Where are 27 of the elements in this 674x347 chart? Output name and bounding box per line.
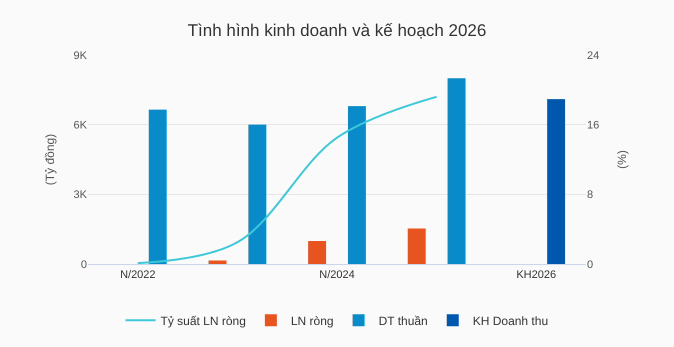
bar [208,260,226,264]
y-axis-title: (Tỷ đồng) [43,134,57,186]
x-tick-label: KH2026 [516,269,556,282]
x-tick-label: N/2024 [319,269,355,282]
y2-axis-title: (%) [615,150,629,169]
y-tick-label: 0 [80,258,87,271]
y2-tick-label: 8 [587,189,594,202]
chart-title: Tình hình kinh doanh và kế hoạch 2026 [188,21,486,40]
y2-tick-label: 16 [587,120,600,132]
line-series [136,96,438,264]
legend-label: LN ròng [290,314,334,328]
legend-label: DT thuần [378,314,428,328]
bar [248,124,266,264]
bar [547,99,566,264]
y2-tick-label: 0 [587,258,594,271]
bar [448,78,466,264]
y2-tick-label: 24 [587,50,600,62]
x-tick-label: N/2022 [120,269,156,282]
y-tick-label: 9K [74,50,88,62]
y-tick-label: 6K [74,120,88,132]
legend-label: KH Doanh thu [472,314,548,328]
legend-label: Tỷ suất LN ròng [160,314,246,328]
bar [408,228,426,264]
bar [308,241,326,264]
y-tick-label: 3K [74,189,88,202]
bar [348,106,366,264]
bar [148,110,167,264]
